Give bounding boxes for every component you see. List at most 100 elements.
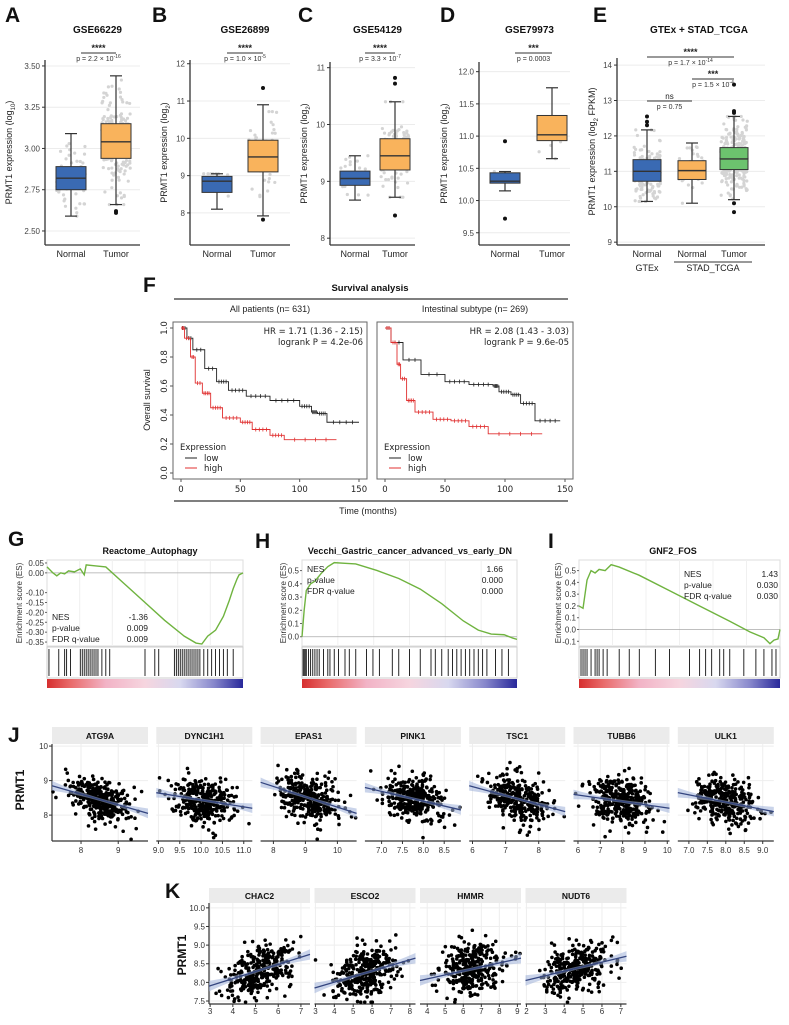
data-point <box>276 950 281 955</box>
jitter-point <box>396 176 400 180</box>
data-point <box>456 954 461 958</box>
data-point <box>405 802 410 806</box>
data-point <box>122 796 127 801</box>
data-point <box>639 811 644 816</box>
data-point <box>201 803 205 808</box>
jitter-point <box>348 160 352 164</box>
significance-bracket: ****p = 2.2 × 10-16 <box>76 43 121 63</box>
y-tick-label: -0.15 <box>26 599 45 608</box>
jitter-point <box>719 140 723 144</box>
data-point <box>318 828 323 832</box>
p-value-exponent: -16 <box>114 54 121 60</box>
data-point <box>512 813 517 818</box>
data-point <box>723 794 728 798</box>
scatter-facet-dync1h1: DYNC1H1 9.0 9.5 10.0 10.5 11.0 <box>153 727 253 855</box>
data-point <box>373 955 377 960</box>
data-point <box>527 804 532 808</box>
data-point <box>480 982 485 986</box>
jitter-point <box>642 144 646 148</box>
data-point <box>193 800 197 804</box>
panel-label-h: H <box>255 530 270 553</box>
data-point <box>355 943 360 948</box>
jitter-point <box>274 110 279 114</box>
jitter-point <box>647 189 652 194</box>
data-point <box>591 823 596 827</box>
data-point <box>191 785 195 789</box>
data-point <box>289 778 294 782</box>
jitter-point <box>739 133 743 138</box>
data-point <box>198 783 203 788</box>
data-point <box>65 771 70 775</box>
data-point <box>269 949 274 954</box>
data-point <box>199 816 203 821</box>
y-tick-label: 0.1 <box>565 614 577 623</box>
data-point <box>265 976 270 981</box>
data-point <box>644 830 649 834</box>
data-point <box>345 972 349 977</box>
data-point <box>400 974 404 979</box>
data-point <box>186 810 190 815</box>
legend-label: high <box>408 464 427 474</box>
data-point <box>226 995 231 1000</box>
data-point <box>613 811 618 816</box>
data-point <box>274 957 278 961</box>
data-point <box>728 808 733 812</box>
jitter-point <box>537 150 541 154</box>
data-point <box>505 766 509 771</box>
p-value-text: p = 1.0 × 10 <box>224 56 261 63</box>
data-point <box>92 804 96 809</box>
data-point <box>211 835 216 840</box>
jitter-point <box>744 128 748 132</box>
data-point <box>405 819 409 823</box>
panel-label-e: E <box>593 4 607 27</box>
x-tick-label: 6 <box>576 846 581 855</box>
jitter-point <box>724 177 728 181</box>
data-point <box>290 974 294 979</box>
jitter-point <box>389 130 394 134</box>
facet-label: HMMR <box>457 891 483 901</box>
data-point <box>323 791 328 795</box>
data-point <box>218 776 223 780</box>
data-point <box>528 824 533 829</box>
data-point <box>432 784 437 789</box>
data-point <box>261 951 266 955</box>
data-point <box>283 950 287 954</box>
significance-bracket: ****p = 3.3 × 10-7 <box>359 43 401 63</box>
data-point <box>133 816 137 821</box>
data-point <box>603 803 607 807</box>
data-point <box>415 811 419 816</box>
data-point <box>248 988 253 992</box>
data-point <box>126 810 130 815</box>
data-point <box>715 783 720 788</box>
panel-label-k: K <box>165 880 180 903</box>
significance-bracket: *** p = 0.0003 <box>515 43 552 63</box>
data-point <box>532 797 536 801</box>
data-point <box>643 784 648 789</box>
facet-label: TSC1 <box>506 731 528 741</box>
x-tick-label: Tumor <box>721 249 747 259</box>
data-point <box>211 831 215 836</box>
data-point <box>254 998 259 1003</box>
jitter-point <box>744 188 749 193</box>
data-point <box>358 968 363 973</box>
data-point <box>230 785 235 790</box>
data-point <box>254 977 258 982</box>
jitter-point <box>635 133 640 138</box>
jitter-point <box>729 180 734 184</box>
jitter-point <box>126 179 130 183</box>
data-point <box>256 990 260 995</box>
data-point <box>693 801 698 805</box>
km-curve-high <box>385 326 543 436</box>
data-point <box>629 785 634 790</box>
y-tick-label: 0.3 <box>288 593 300 602</box>
x-tick-label: Normal <box>632 249 661 259</box>
x-tick-label: 150 <box>351 485 367 495</box>
data-point <box>506 801 510 806</box>
x-tick-label: 4 <box>332 1007 337 1016</box>
data-point <box>197 779 202 784</box>
hazard-ratio: HR = 1.71 (1.36 - 2.15) <box>264 327 363 337</box>
data-point <box>377 960 382 965</box>
data-point <box>330 807 334 812</box>
data-point <box>723 780 728 784</box>
x-tick-label: 10.0 <box>193 846 209 855</box>
